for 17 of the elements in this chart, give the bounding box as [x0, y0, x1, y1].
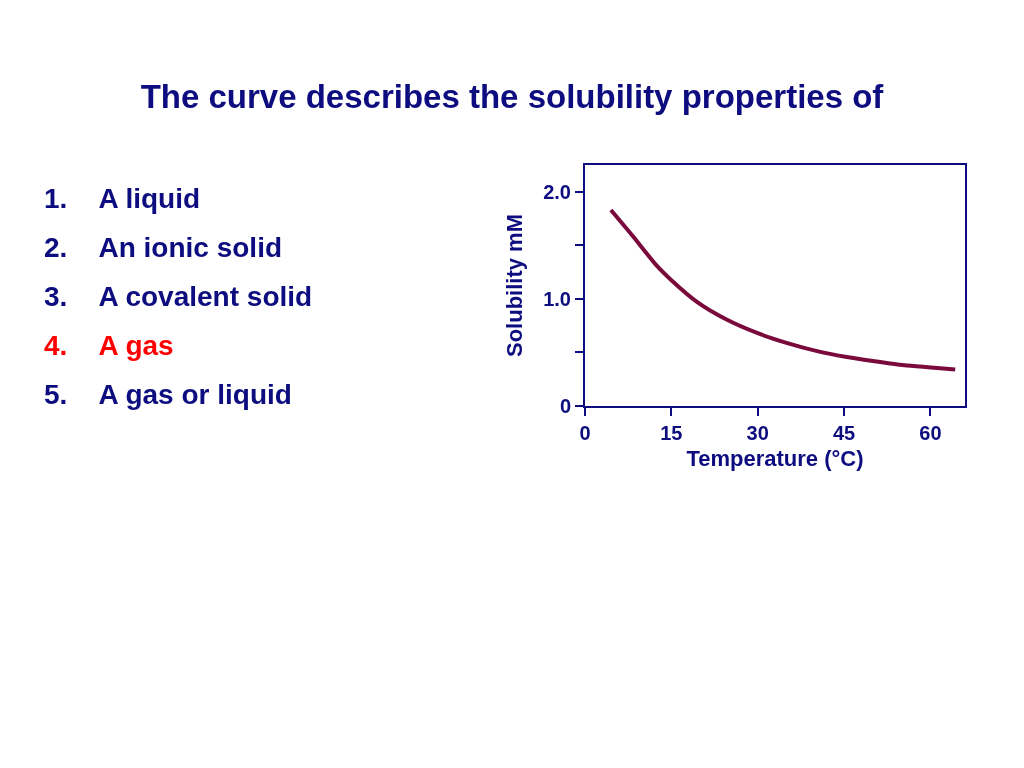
x-tick-label: 30	[746, 422, 769, 444]
y-tick-label: 0	[559, 395, 571, 417]
y-axis-title: Solubility mM	[502, 214, 528, 357]
y-tick-label: 1.0	[543, 287, 571, 310]
text: 1. A liquid	[44, 183, 201, 214]
line-series	[608, 207, 958, 372]
text: 4. A gas	[44, 330, 174, 361]
y-tick-label: 2.0	[543, 180, 571, 203]
text: 2. An ionic solid	[44, 232, 283, 263]
x-axis-title: Temperature (°C)	[686, 446, 864, 472]
x-tick-label: 45	[832, 422, 856, 444]
x-tick-label: 0	[579, 422, 591, 444]
x-tick-label: 15	[660, 422, 683, 444]
x-tick-label: 60	[919, 422, 942, 444]
text: 3. A covalent solid	[44, 281, 313, 312]
text: 5. A gas or liquid	[44, 379, 292, 410]
chart-title: The curve describes the solubility properties of	[140, 77, 885, 115]
